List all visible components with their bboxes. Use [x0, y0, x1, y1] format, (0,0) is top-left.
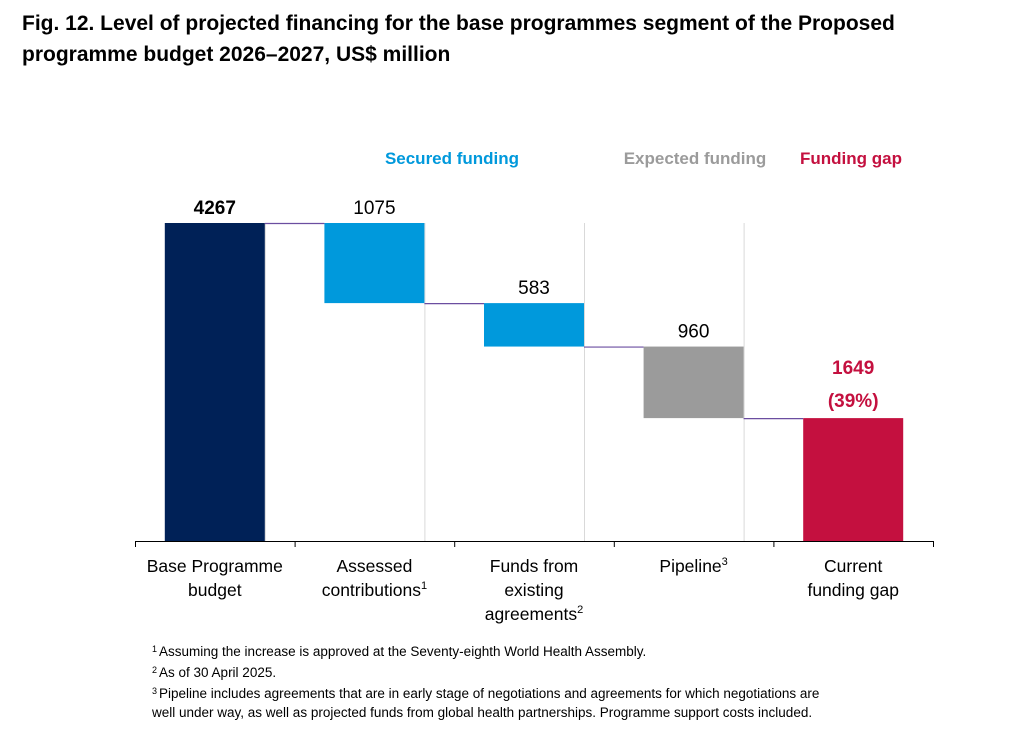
category-label: contributions1: [322, 580, 427, 600]
footnote-ref: 2: [577, 604, 583, 616]
data-label: 583: [518, 278, 550, 299]
category-label: Funds from: [490, 556, 579, 576]
legend-secured-funding: Secured funding: [385, 149, 519, 168]
figure-title-line-1: Fig. 12. Level of projected financing fo…: [22, 12, 895, 35]
category-label: Current: [824, 556, 882, 576]
footnote-line: 2 As of 30 April 2025.: [152, 665, 277, 680]
bar-3: [484, 303, 584, 347]
data-label: 1075: [353, 198, 395, 219]
data-label: 960: [678, 322, 710, 343]
category-label: Pipeline3: [659, 556, 727, 576]
bar-2: [324, 223, 425, 304]
category-label: Base Programme: [147, 556, 283, 576]
footnote-number: 1: [152, 644, 158, 654]
category-label: agreements2: [485, 604, 584, 624]
bar-4: [643, 346, 744, 419]
bar-5: [803, 418, 904, 541]
bar-1: [164, 223, 265, 541]
category-label: existing: [504, 580, 563, 600]
footnote-line: 1 Assuming the increase is approved at th…: [152, 644, 647, 659]
footnote-ref: 3: [722, 556, 728, 568]
data-label: 1649: [832, 358, 874, 379]
data-label-percent: (39%): [828, 391, 879, 412]
legend-funding-gap: Funding gap: [800, 149, 902, 168]
category-label: budget: [188, 580, 242, 600]
footnote-number: 3: [152, 686, 158, 696]
footnotes: 1 Assuming the increase is approved at th…: [152, 640, 952, 722]
footnote-number: 2: [152, 665, 158, 675]
waterfall-chart: Secured funding Expected funding Funding…: [135, 149, 934, 624]
footnote-line: well under way, as well as projected fun…: [152, 705, 813, 720]
footnote-ref: 1: [421, 580, 427, 592]
figure-title-line-2: programme budget 2026–2027, US$ million: [22, 43, 451, 66]
legend-expected-funding: Expected funding: [624, 149, 767, 168]
category-label: Assessed: [336, 556, 412, 576]
category-label: funding gap: [807, 580, 898, 600]
data-label: 4267: [194, 198, 236, 219]
footnote-line: 3 Pipeline includes agreements that are i…: [152, 686, 820, 701]
figure-title: Fig. 12. Level of projected financing fo…: [22, 8, 1002, 70]
